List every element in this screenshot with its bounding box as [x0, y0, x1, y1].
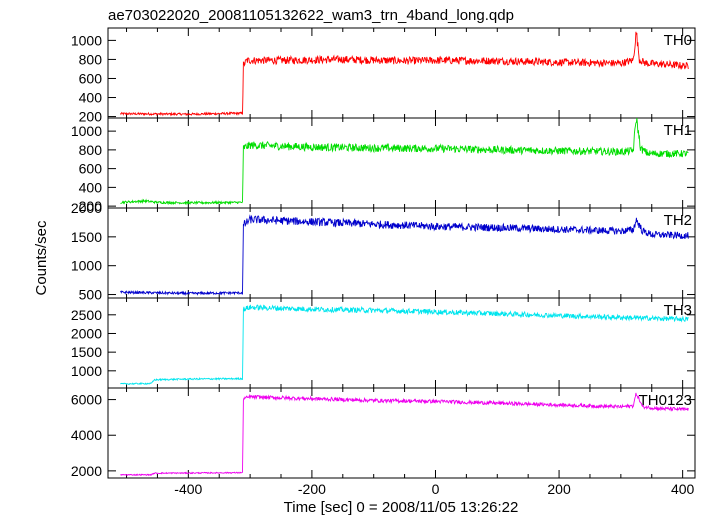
panel-label-th0: TH0 [664, 32, 692, 49]
y-tick-label-th1: 600 [79, 161, 103, 177]
series-line-th0 [120, 31, 689, 117]
y-tick-label-th0: 600 [79, 70, 103, 86]
panel-label-th2: TH2 [664, 212, 692, 229]
series-line-th0123 [120, 392, 689, 477]
y-tick-label-th3: 1500 [71, 344, 102, 360]
y-tick-label-th1: 1000 [71, 123, 102, 139]
y-tick-label-th1: 400 [79, 179, 103, 195]
panel-frame-th1 [107, 117, 696, 209]
panel-frame-th2 [107, 207, 696, 299]
panel-label-th1: TH1 [664, 122, 692, 139]
y-tick-label-th0: 200 [79, 109, 103, 125]
x-tick-label: 200 [547, 481, 571, 497]
y-tick-label-th0123: 2000 [71, 463, 102, 479]
x-axis-title: Time [sec] 0 = 2008/11/05 13:26:22 [284, 499, 519, 516]
y-tick-label-th0: 400 [79, 90, 103, 106]
panels-group: 200 400 600 800 1000 TH0 200 400 600 800 1000 TH1 50… [71, 27, 696, 497]
y-tick-label-th2: 1500 [71, 229, 102, 245]
x-tick-label: 0 [432, 481, 440, 497]
x-tick-label: -400 [174, 481, 202, 497]
y-tick-label-th3: 1000 [71, 363, 102, 379]
y-axis-title: Counts/sec [33, 220, 50, 296]
y-tick-label-th3: 2000 [71, 325, 102, 341]
x-tick-label: 400 [671, 481, 695, 497]
y-tick-label-th0: 800 [79, 51, 103, 67]
y-tick-label-th2: 2000 [71, 200, 102, 216]
y-tick-label-th1: 800 [79, 142, 103, 158]
y-tick-label-th0: 1000 [71, 32, 102, 48]
series-line-th3 [120, 304, 689, 386]
y-tick-label-th0123: 6000 [71, 392, 102, 408]
x-tick-label: -200 [298, 481, 326, 497]
panel-frame-th0123 [107, 387, 696, 479]
y-tick-label-th2: 1000 [71, 258, 102, 274]
y-tick-label-th2: 500 [79, 287, 103, 303]
y-tick-label-th1: 200 [79, 198, 103, 214]
panel-label-th3: TH3 [664, 302, 692, 319]
panel-frame-th0 [107, 27, 696, 119]
series-line-th1 [120, 117, 689, 206]
series-line-th2 [120, 214, 689, 297]
panel-label-th0123: TH0123 [639, 392, 692, 409]
chart-title: ae703022020_20081105132622_wam3_trn_4ban… [108, 7, 514, 24]
y-tick-label-th0123: 4000 [71, 427, 102, 443]
y-tick-label-th3: 2500 [71, 307, 102, 323]
